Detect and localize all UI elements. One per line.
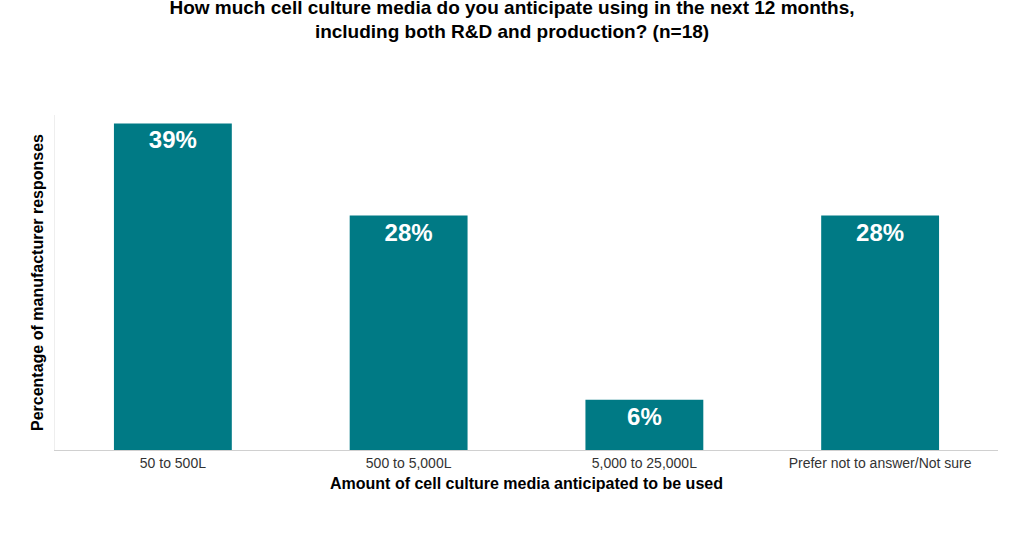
svg-text:Amount of cell culture media a: Amount of cell culture media anticipated… — [330, 475, 723, 492]
svg-text:39%: 39% — [149, 126, 197, 153]
svg-text:500 to 5,000L: 500 to 5,000L — [366, 455, 452, 471]
svg-text:Percentage of manufacturer res: Percentage of manufacturer responses — [29, 134, 46, 431]
svg-text:Prefer not to answer/Not sure: Prefer not to answer/Not sure — [789, 455, 972, 471]
svg-text:50 to 500L: 50 to 500L — [140, 455, 206, 471]
svg-text:5,000 to 25,000L: 5,000 to 25,000L — [592, 455, 697, 471]
svg-text:28%: 28% — [856, 219, 904, 246]
svg-text:How much cell culture media do: How much cell culture media do you antic… — [169, 0, 854, 42]
svg-text:6%: 6% — [627, 403, 662, 430]
svg-text:28%: 28% — [385, 219, 433, 246]
